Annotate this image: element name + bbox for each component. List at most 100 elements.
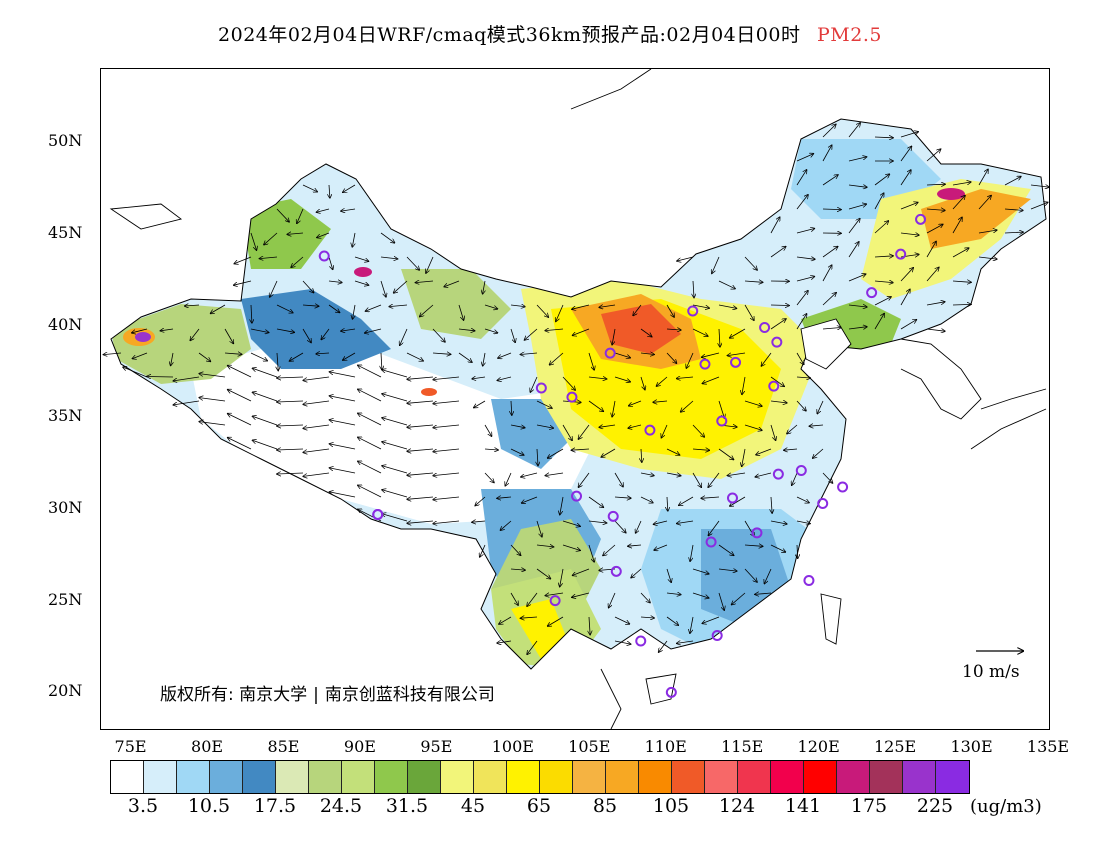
wind-arrow <box>530 376 538 392</box>
wind-arrow <box>260 257 278 259</box>
wind-arrow <box>796 377 810 378</box>
wind-arrow <box>253 440 278 450</box>
wind-arrow <box>848 305 867 307</box>
wind-arrow <box>498 352 512 358</box>
lon-label: 120E <box>797 737 840 756</box>
wind-arrow <box>358 389 382 402</box>
legend-label: 124 <box>718 795 756 817</box>
wind-arrow <box>250 328 269 333</box>
legend-swatch <box>474 761 507 793</box>
wind-arrow <box>654 520 668 524</box>
wind-arrow <box>253 416 278 426</box>
wind-arrow <box>562 424 572 440</box>
wind-arrow <box>277 425 304 426</box>
wind-arrow <box>483 280 485 294</box>
station-marker <box>759 322 771 333</box>
lon-label: 80E <box>191 737 224 756</box>
wind-arrow <box>277 473 304 474</box>
wind-arrow <box>796 257 815 259</box>
wind-arrow <box>483 352 485 366</box>
wind-arrow <box>640 328 652 337</box>
wind-arrow <box>848 123 860 138</box>
legend-swatch <box>375 761 408 793</box>
station-marker <box>726 492 738 504</box>
wind-arrow <box>796 400 806 411</box>
wind-arrow <box>330 372 356 378</box>
wind-arrow <box>666 593 681 595</box>
lon-label: 100E <box>491 737 534 756</box>
wind-arrow <box>253 368 278 378</box>
wind-arrow <box>640 376 645 390</box>
wind-arrow <box>499 616 512 624</box>
wind-arrow <box>797 544 798 558</box>
japan-coast <box>980 388 1047 410</box>
wind-arrow <box>692 568 709 574</box>
wind-arrow <box>588 521 607 523</box>
wind-arrow <box>1030 202 1048 210</box>
wind-arrow <box>628 424 642 428</box>
wind-arrow <box>900 132 918 138</box>
station-marker <box>768 380 780 392</box>
wind-arrow <box>527 592 538 606</box>
legend-swatch <box>573 761 606 793</box>
wind-arrow <box>270 280 278 297</box>
wind-arrow <box>822 328 841 330</box>
wind-arrow <box>978 169 988 186</box>
wind-arrow <box>173 400 200 405</box>
wind-arrow <box>628 545 642 546</box>
wind-arrow <box>761 352 772 366</box>
wind-arrow <box>702 616 720 623</box>
wind-arrow <box>330 396 356 402</box>
legend-swatch <box>309 761 342 793</box>
wind-arrow <box>382 490 408 498</box>
wind-arrow <box>537 448 538 466</box>
copyright-org2: 南京创蓝科技有限公司 <box>324 685 495 705</box>
wind-arrow <box>224 328 233 344</box>
wind-arrow <box>718 400 724 418</box>
wind-arrow <box>874 221 888 234</box>
wind-arrow <box>848 242 859 258</box>
wind-arrow <box>796 277 814 282</box>
wind-arrow <box>433 400 460 404</box>
lat-label: 25N <box>48 589 83 609</box>
wind-arrow <box>291 256 304 267</box>
copyright-org1: 南京大学 <box>239 685 308 705</box>
wind-arrow <box>693 280 694 298</box>
wind-arrow <box>277 352 278 371</box>
legend-swatch <box>738 761 771 793</box>
wind-arrow <box>744 256 757 270</box>
wind-arrow <box>545 592 564 596</box>
wind-arrow <box>770 217 780 234</box>
wind-arrow <box>641 448 642 462</box>
wind-arrow <box>900 203 918 210</box>
wind-arrow <box>926 224 943 234</box>
wind-arrow <box>433 472 460 476</box>
station-marker <box>635 635 647 647</box>
wind-arrow <box>588 377 607 379</box>
wind-scale-label: 10 m/s <box>962 662 1020 682</box>
lon-label: 85E <box>267 737 300 756</box>
wind-arrow <box>433 448 460 452</box>
wind-arrow <box>536 568 550 579</box>
wind-arrow <box>185 305 200 306</box>
wind-arrow <box>571 449 590 450</box>
wind-arrow <box>666 473 681 476</box>
wind-arrow <box>365 328 382 333</box>
wind-arrow <box>521 353 538 355</box>
station-marker <box>699 358 711 370</box>
station-marker <box>716 415 728 427</box>
wind-arrow <box>770 376 784 386</box>
wind-arrow <box>667 496 668 511</box>
wind-arrow <box>614 520 626 533</box>
wind-arrow <box>666 448 680 455</box>
wind-arrow <box>548 616 564 626</box>
map-title: 2024年02月04日WRF/cmaq模式36km预报产品:02月04日00时 … <box>0 20 1100 47</box>
wind-arrow <box>874 281 893 283</box>
wind-arrow <box>572 592 590 597</box>
wind-arrow <box>926 329 945 331</box>
wind-arrow <box>874 174 889 186</box>
wind-arrow <box>718 448 734 460</box>
legend-label: 65 <box>526 795 552 817</box>
station-marker <box>535 382 547 394</box>
wind-arrow <box>358 437 382 450</box>
